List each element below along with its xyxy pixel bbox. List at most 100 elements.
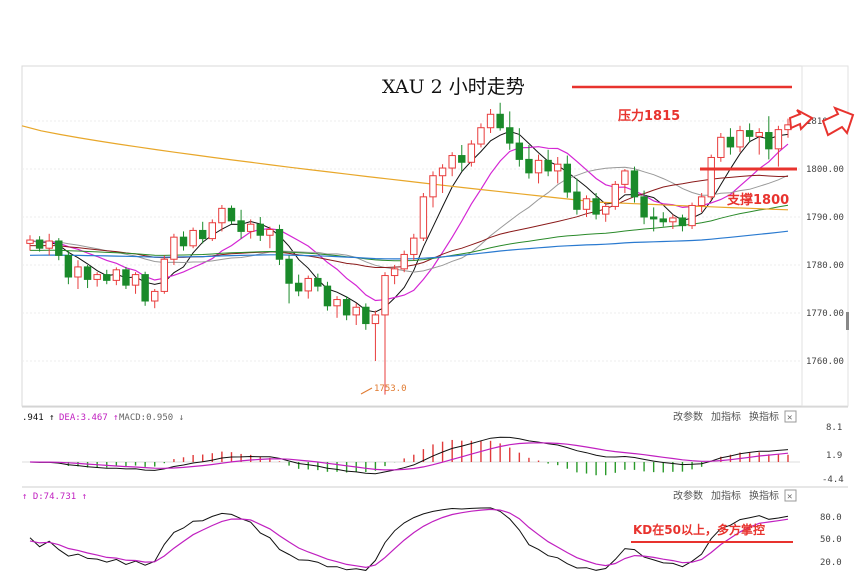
candle-down xyxy=(227,207,236,222)
candle-down xyxy=(64,254,73,278)
candle-down xyxy=(678,217,687,227)
ma60-line xyxy=(30,204,789,262)
macd-tick-top: 8.1 xyxy=(826,423,842,433)
candle-up xyxy=(582,198,591,210)
y-tick-label: 1780.00 xyxy=(806,261,844,271)
candle-up xyxy=(621,170,629,185)
candle-down xyxy=(765,132,773,150)
candle-down xyxy=(630,170,639,198)
candle-up xyxy=(131,274,140,286)
low-marker: 1753.0 xyxy=(374,384,407,394)
ma10-line xyxy=(29,143,789,302)
up-arrow-icon xyxy=(788,109,814,132)
candle-down xyxy=(141,274,149,302)
candle-down xyxy=(640,196,648,218)
macd-dea-label: DEA:3.467 ↑ xyxy=(59,413,119,423)
candle-down xyxy=(275,228,284,260)
candle-down xyxy=(573,191,581,210)
candle-down xyxy=(525,158,533,174)
ma20-line xyxy=(29,166,789,273)
candle-up xyxy=(707,156,715,198)
macd-btn-switch[interactable]: 换指标 xyxy=(749,410,779,423)
candle-up xyxy=(611,183,619,207)
candle-down xyxy=(199,229,207,240)
candle-down xyxy=(649,216,658,220)
candle-down xyxy=(745,130,754,137)
candle-up xyxy=(26,239,34,244)
scroll-handle[interactable] xyxy=(846,312,849,330)
candle-down xyxy=(103,274,111,281)
candle-up xyxy=(112,269,121,281)
candle-up xyxy=(45,240,53,249)
candle-down xyxy=(179,236,188,247)
candle-down xyxy=(237,220,245,232)
candle-up xyxy=(170,236,178,260)
candle-up xyxy=(534,159,543,174)
candle-up xyxy=(390,268,399,277)
ma120-line xyxy=(29,230,789,260)
candle-up xyxy=(218,207,226,224)
kd-indicator xyxy=(29,507,789,571)
candle-up xyxy=(400,253,408,270)
candle-down xyxy=(659,218,667,223)
kd-d-label: ↑ D:74.731 ↑ xyxy=(22,492,87,502)
candle-down xyxy=(506,127,514,144)
candlesticks xyxy=(26,102,792,395)
candle-up xyxy=(151,290,159,302)
macd-dif-line xyxy=(29,436,789,475)
resistance-label: 压力1815 xyxy=(618,108,680,124)
y-tick-label: 1800.00 xyxy=(806,165,844,175)
y-tick-label: 1790.00 xyxy=(806,213,844,223)
candle-up xyxy=(208,222,217,240)
support-label: 支撑1800 xyxy=(726,192,789,208)
candle-down xyxy=(285,258,293,284)
macd-tick-mid: 1.9 xyxy=(826,451,842,461)
candle-up xyxy=(381,275,389,316)
macd-tick-low: -4.4 xyxy=(822,475,844,485)
candle-up xyxy=(160,258,169,292)
y-tick-label: 1760.00 xyxy=(806,357,844,367)
macd-value-label: MACD:0.950 ↓ xyxy=(119,413,184,423)
macd-btn-params[interactable]: 改参数 xyxy=(673,410,703,423)
candle-up xyxy=(333,299,341,307)
candle-up xyxy=(429,175,437,198)
kd-close-icon[interactable] xyxy=(784,489,797,502)
candle-up xyxy=(419,196,428,239)
candle-down xyxy=(496,113,504,129)
candle-down xyxy=(256,223,264,236)
candle-up xyxy=(688,204,696,227)
candle-up xyxy=(189,229,197,247)
macd-close-icon[interactable] xyxy=(784,410,797,423)
kd-tick-20: 20.0 xyxy=(820,558,842,568)
candle-down xyxy=(342,299,351,316)
candle-up xyxy=(448,155,456,169)
kd-note: KD在50以上，多方掌控 xyxy=(633,522,765,537)
candle-down xyxy=(294,282,303,292)
ma-long-line xyxy=(21,125,789,211)
candle-up xyxy=(669,217,677,223)
macd-indicator xyxy=(22,436,800,476)
candle-up xyxy=(438,167,447,177)
candle-up xyxy=(93,274,101,280)
candle-up xyxy=(371,314,380,325)
candle-down xyxy=(362,306,370,325)
macd-btn-add[interactable]: 加指标 xyxy=(711,410,741,423)
candle-up xyxy=(755,132,763,137)
y-tick-label: 1770.00 xyxy=(806,309,844,319)
moving-average-lines xyxy=(21,125,789,313)
kd-btn-switch[interactable]: 换指标 xyxy=(749,489,779,502)
kd-k-line xyxy=(29,507,789,571)
candle-up xyxy=(246,223,255,232)
candle-up xyxy=(477,127,485,145)
candle-down xyxy=(35,239,44,249)
candle-down xyxy=(323,285,332,307)
candle-up xyxy=(304,277,312,292)
candle-down xyxy=(563,163,572,193)
macd-dif-label: .941 ↑ xyxy=(22,413,55,423)
candle-up xyxy=(697,196,706,206)
kd-btn-add[interactable]: 加指标 xyxy=(711,489,741,502)
kd-btn-params[interactable]: 改参数 xyxy=(673,489,703,502)
candle-up xyxy=(601,205,610,215)
